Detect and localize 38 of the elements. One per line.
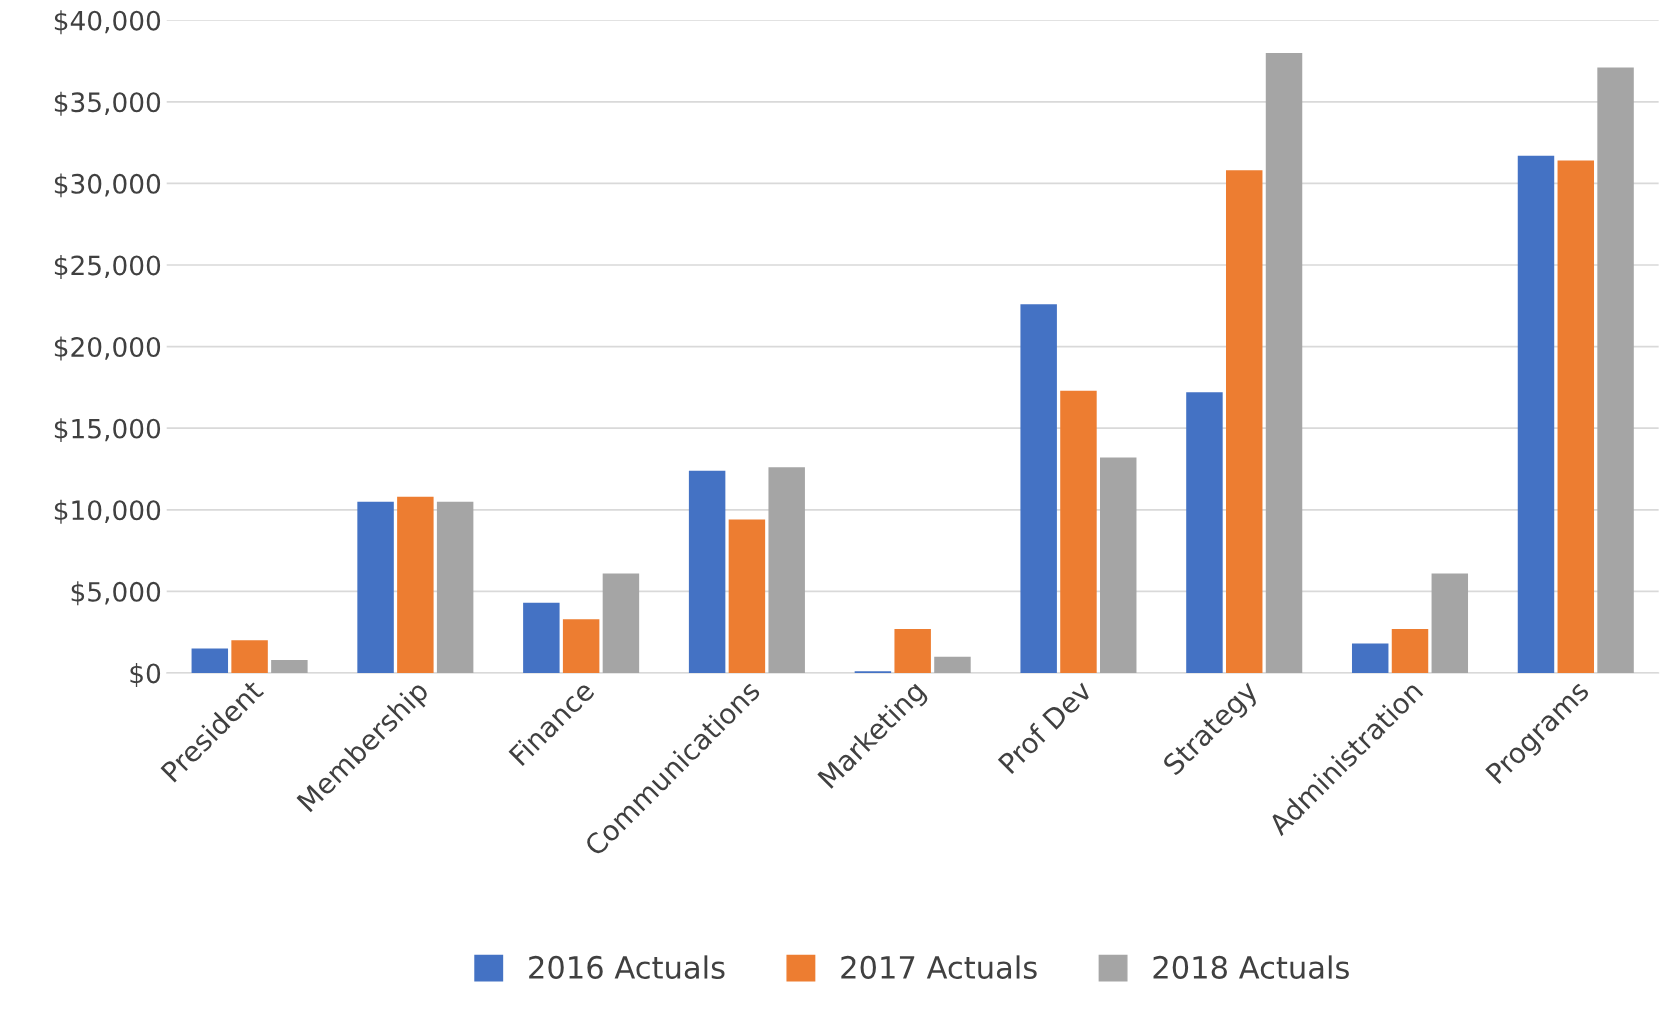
bar (1186, 392, 1223, 673)
bar (1597, 67, 1634, 673)
bar (1557, 160, 1595, 673)
bar (768, 467, 805, 673)
bar (688, 470, 726, 673)
bar (602, 573, 640, 673)
bar (1020, 304, 1057, 673)
bar (562, 619, 600, 673)
y-tick-label: $20,000 (54, 336, 161, 361)
bar (728, 519, 766, 673)
bar (397, 496, 434, 673)
bar (436, 501, 474, 673)
bar (1265, 52, 1303, 673)
bar (523, 602, 560, 673)
bar (1391, 628, 1429, 673)
y-tick-label: $5,000 (71, 581, 161, 606)
y-tick-label: $25,000 (54, 254, 161, 279)
bar (357, 501, 394, 673)
legend-label: 2016 Actuals (529, 955, 725, 979)
bar (1100, 457, 1137, 673)
y-tick-label: $40,000 (54, 10, 161, 35)
bar (1060, 390, 1097, 673)
legend-label: 2017 Actuals (841, 955, 1037, 979)
bar (894, 628, 931, 673)
y-tick-label: $0 (130, 662, 161, 687)
bar (191, 648, 229, 673)
bar (1517, 155, 1555, 673)
y-tick-label: $35,000 (54, 91, 161, 116)
bar (271, 659, 308, 673)
bar (231, 640, 268, 673)
bar (1351, 643, 1389, 673)
y-tick-label: $10,000 (54, 499, 161, 524)
bar (1226, 170, 1263, 673)
legend-label: 2018 Actuals (1153, 955, 1349, 979)
y-tick-label: $30,000 (54, 173, 161, 198)
bar (934, 656, 971, 673)
bar (1431, 573, 1469, 673)
y-tick-label: $15,000 (54, 418, 161, 443)
